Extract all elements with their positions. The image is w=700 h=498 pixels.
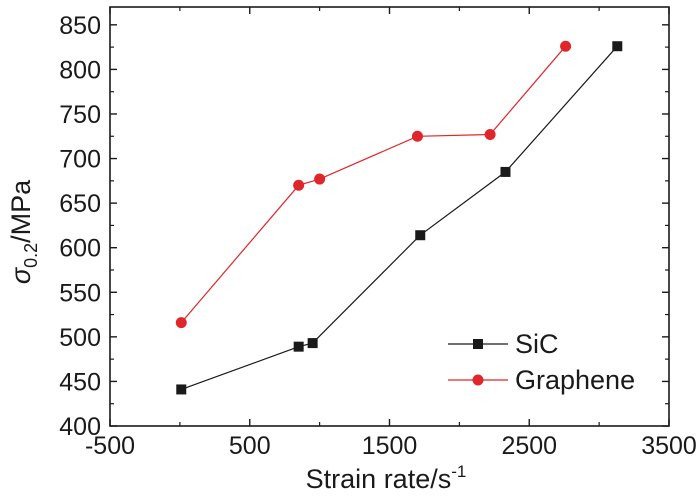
x-tick-label: 500	[229, 432, 271, 460]
y-axis-title-symbol: σ	[6, 266, 36, 284]
y-axis-title-subscript: 0.2	[21, 243, 41, 268]
data-point-sic	[500, 166, 511, 177]
x-tick-label: 2500	[501, 432, 557, 460]
y-tick-label: 550	[59, 279, 101, 307]
series-line-sic	[181, 45, 618, 390]
data-point-graphene	[560, 40, 572, 52]
y-tick-label: 650	[59, 190, 101, 218]
y-tick-label: 450	[59, 368, 101, 396]
legend-label-graphene: Graphene	[515, 365, 635, 395]
y-tick-label: 600	[59, 235, 101, 263]
y-axis-title: σ0.2/MPa	[6, 179, 41, 284]
data-point-graphene	[314, 173, 326, 185]
y-tick-label: 400	[59, 413, 101, 441]
data-point-sic	[307, 338, 318, 349]
series-layer	[175, 40, 623, 395]
y-axis-title-unit: /MPa	[6, 179, 36, 243]
y-tick-label: 500	[59, 324, 101, 352]
legend: SiC Graphene	[448, 329, 635, 395]
y-tick-label: 750	[59, 101, 101, 129]
legend-label-sic: SiC	[515, 329, 559, 359]
x-axis: -500 500 1500 2500 3500	[85, 7, 697, 460]
data-point-graphene	[293, 179, 305, 191]
plot-frame	[109, 6, 670, 427]
y-tick-label: 700	[59, 146, 101, 174]
x-tick-label: 3500	[641, 432, 697, 460]
legend-marker-sic	[473, 339, 483, 349]
x-axis-title-superscript: -1	[451, 462, 466, 481]
x-axis-title-main: Strain rate/s	[306, 464, 452, 494]
y-axis: 400 450 500 550 600 650 700 750 800 850	[59, 12, 669, 441]
data-point-sic	[415, 230, 426, 241]
series-line-graphene	[180, 45, 567, 323]
data-point-graphene	[411, 130, 423, 142]
y-tick-label: 800	[59, 56, 101, 84]
data-point-sic	[293, 341, 304, 352]
plot-border	[109, 6, 670, 427]
data-point-sic	[176, 384, 187, 395]
x-tick-label: 1500	[362, 432, 418, 460]
y-tick-label: 850	[59, 12, 101, 40]
x-tick-label: -500	[85, 432, 135, 460]
x-axis-title: Strain rate/s-1	[306, 462, 467, 494]
data-point-graphene	[175, 317, 187, 329]
data-point-graphene	[484, 128, 496, 140]
data-point-sic	[612, 41, 623, 52]
legend-marker-graphene	[472, 374, 484, 386]
